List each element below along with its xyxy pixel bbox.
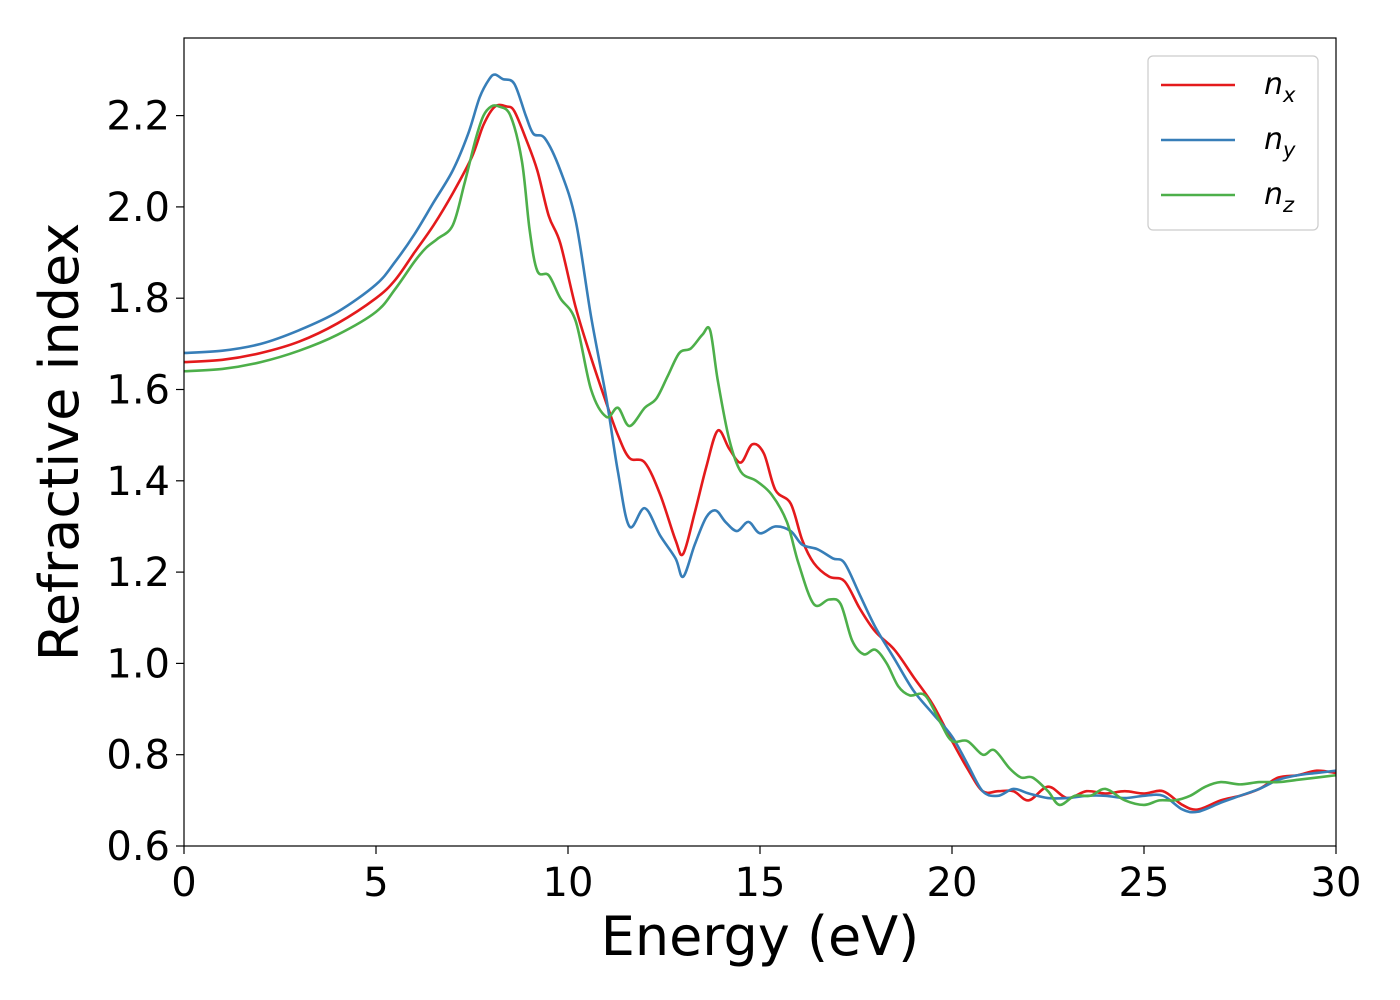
series-line-x	[184, 103, 1336, 811]
x-axis-ticks: 0 5 10 15 20 25 30	[171, 846, 1361, 906]
legend-items: nx ny nz	[1161, 67, 1296, 217]
y-tick-label: 1.6	[106, 368, 170, 414]
series-layer	[184, 73, 1336, 814]
legend-label: ny	[1264, 122, 1296, 162]
x-tick-label: 5	[363, 860, 388, 906]
x-tick-label: 20	[927, 860, 978, 906]
y-tick-label: 1.4	[106, 459, 170, 505]
legend-box	[1147, 55, 1319, 231]
y-tick-label: 1.8	[106, 276, 170, 322]
legend-label: nx	[1264, 67, 1296, 107]
x-tick-label: 10	[543, 860, 594, 906]
legend: nx ny nz	[1147, 55, 1319, 231]
x-axis-title: Energy (eV)	[601, 905, 920, 968]
x-tick-label: 0	[171, 860, 196, 906]
y-axis-title: Refractive index	[28, 223, 91, 662]
legend-item-z: nz	[1161, 177, 1295, 217]
x-tick-label: 25	[1119, 860, 1170, 906]
y-axis-ticks: 0.6 0.8 1.0 1.2 1.4 1.6 1.8 2.0 2.2	[106, 94, 184, 870]
y-tick-label: 2.2	[106, 94, 170, 140]
y-tick-label: 1.0	[106, 641, 170, 687]
legend-item-y: ny	[1161, 122, 1296, 162]
legend-item-x: nx	[1161, 67, 1296, 107]
x-tick-label: 30	[1311, 860, 1362, 906]
legend-label: nz	[1264, 177, 1295, 217]
y-tick-label: 0.8	[106, 733, 170, 779]
y-tick-label: 1.2	[106, 550, 170, 596]
y-tick-label: 0.6	[106, 824, 170, 870]
x-tick-label: 15	[735, 860, 786, 906]
series-line-z	[184, 104, 1336, 807]
series-line-y	[184, 73, 1336, 814]
y-tick-label: 2.0	[106, 185, 170, 231]
